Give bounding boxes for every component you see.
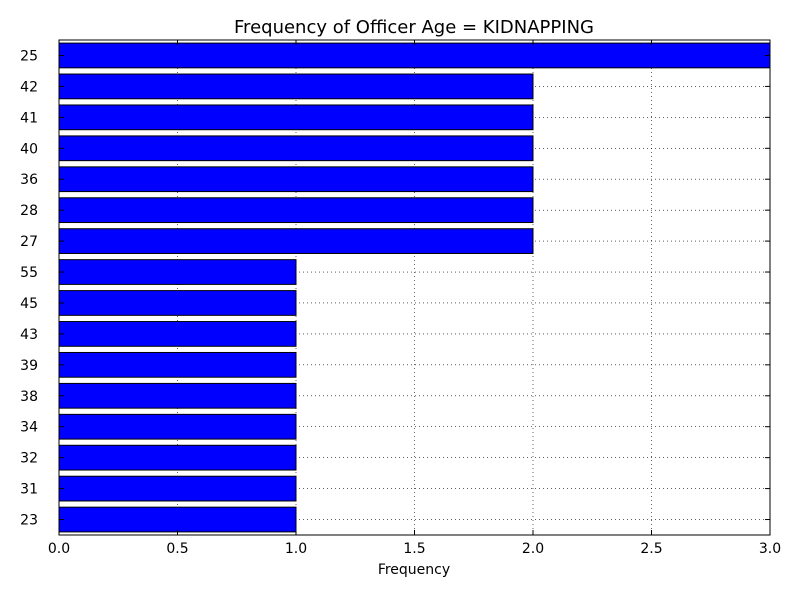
y-tick-label: 40 [20, 141, 38, 157]
y-tick-label: 28 [20, 203, 38, 219]
y-tick-label: 32 [20, 451, 38, 467]
x-tick-label: 3.0 [759, 541, 781, 557]
bar-38 [58, 382, 297, 409]
y-tick-label: 27 [20, 234, 38, 250]
x-tick-label: 1.5 [403, 541, 425, 557]
bar-28 [58, 197, 534, 224]
bar-41 [58, 104, 534, 131]
bar-27 [58, 228, 534, 254]
bar-34 [58, 413, 297, 440]
bar-40 [58, 135, 534, 162]
x-tick-label: 0.5 [166, 541, 188, 557]
y-tick-label: 55 [20, 265, 38, 281]
plot-frame [58, 39, 771, 536]
x-axis-label: Frequency [378, 562, 450, 578]
x-tick-label: 0.0 [48, 541, 70, 557]
x-axis-ticks: 0.0 0.5 1.0 1.5 2.0 2.5 3.0 [48, 40, 781, 557]
bar-31 [58, 475, 297, 502]
y-tick-label: 39 [20, 358, 38, 374]
y-tick-label: 42 [20, 79, 38, 95]
y-tick-label: 43 [20, 327, 38, 343]
bar-42 [58, 73, 534, 100]
bar-36 [58, 166, 534, 193]
y-tick-label: 36 [20, 172, 38, 188]
bar-23 [58, 506, 297, 533]
x-tick-label: 2.0 [522, 541, 544, 557]
y-tick-label: 41 [20, 110, 38, 126]
bar-43 [58, 321, 297, 347]
y-tick-label: 45 [20, 296, 38, 312]
x-tick-label: 1.0 [285, 541, 307, 557]
bar-39 [58, 351, 297, 378]
y-tick-label: 34 [20, 420, 38, 436]
bar-55 [58, 259, 297, 285]
bars [58, 42, 771, 533]
y-axis-ticks: 25 42 41 40 36 28 27 55 45 43 39 38 34 32 31 23 [20, 48, 770, 529]
chart-title: Frequency of Officer Age = KIDNAPPING [234, 17, 594, 38]
y-tick-label: 31 [20, 482, 38, 498]
x-tick-label: 2.5 [640, 541, 662, 557]
bar-45 [58, 290, 297, 316]
bar-25 [58, 42, 771, 69]
bar-32 [58, 444, 297, 471]
y-tick-label: 25 [20, 48, 38, 64]
y-tick-label: 38 [20, 389, 38, 405]
y-tick-label: 23 [20, 513, 38, 529]
